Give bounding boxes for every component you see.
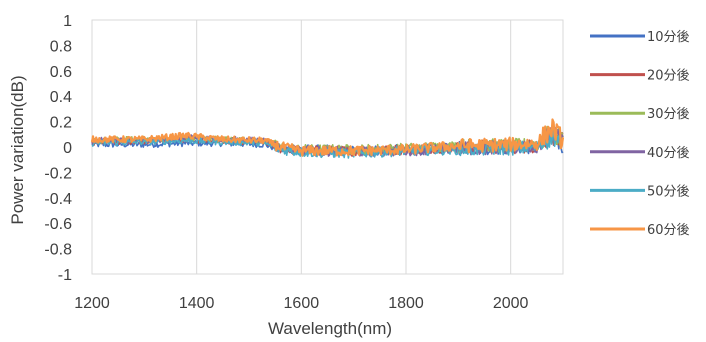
y-tick-label: -0.8 [44, 242, 72, 259]
legend-label: 50分後 [647, 184, 690, 199]
y-tick-label: 1 [63, 13, 72, 30]
y-tick-label: 0.2 [50, 115, 72, 132]
legend-label: 40分後 [647, 146, 690, 161]
legend-label: 10分後 [647, 30, 690, 45]
y-tick-label: -0.6 [44, 216, 72, 233]
legend-label: 30分後 [647, 107, 690, 122]
x-tick-label: 1800 [388, 295, 424, 312]
y-tick-label: -0.4 [44, 191, 72, 208]
x-tick-label: 1200 [74, 295, 110, 312]
series-layer [90, 118, 565, 159]
y-tick-label: 0.6 [50, 64, 72, 81]
y-tick-label: 0 [63, 140, 72, 157]
x-tick-label: 2000 [493, 295, 529, 312]
x-tick-label: 1400 [179, 295, 215, 312]
y-tick-label: -0.2 [44, 165, 72, 182]
series-line [90, 118, 565, 157]
y-axis-title: Power variation(dB) [8, 75, 27, 224]
y-axis-tick-labels: 1 0.8 0.6 0.4 0.2 0 -0.2 -0.4 -0.6 -0.8 -1 [44, 13, 72, 284]
x-axis-tick-labels: 1200 1400 1600 1800 2000 [74, 295, 528, 312]
y-tick-label: 0.8 [50, 38, 72, 55]
legend-label: 20分後 [647, 69, 690, 84]
legend: 10分後 20分後 30分後 40分後 50分後 60分後 [590, 30, 690, 238]
legend-label: 60分後 [647, 223, 690, 238]
x-tick-label: 1600 [284, 295, 320, 312]
x-axis-title: Wavelength(nm) [268, 319, 392, 338]
y-tick-label: 0.4 [50, 89, 72, 106]
y-tick-label: -1 [58, 267, 72, 284]
